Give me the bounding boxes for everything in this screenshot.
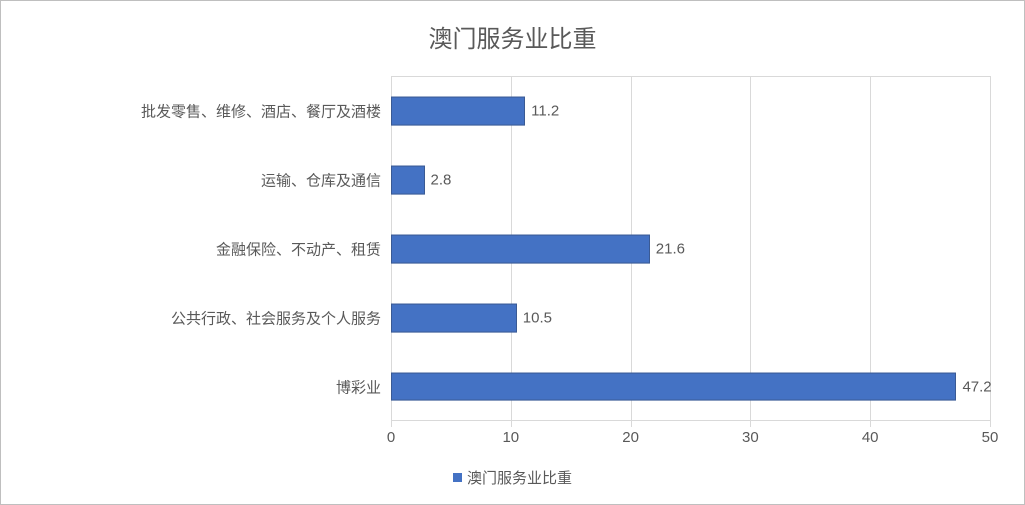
chart-container: 澳门服务业比重 01020304050批发零售、维修、酒店、餐厅及酒楼11.2运… [0, 0, 1025, 505]
plot-area: 01020304050批发零售、维修、酒店、餐厅及酒楼11.2运输、仓库及通信2… [391, 76, 991, 421]
legend: 澳门服务业比重 [1, 467, 1024, 488]
bar [391, 235, 650, 264]
value-label: 11.2 [531, 103, 559, 120]
chart-title: 澳门服务业比重 [1, 19, 1024, 54]
x-tick-mark [990, 421, 991, 427]
bar [391, 372, 956, 401]
category-label: 博彩业 [336, 376, 381, 397]
x-tick-label: 40 [862, 429, 879, 446]
category-label: 公共行政、社会服务及个人服务 [171, 307, 381, 328]
value-label: 2.8 [431, 172, 452, 189]
bar [391, 97, 525, 126]
bar-row: 公共行政、社会服务及个人服务10.5 [391, 283, 990, 352]
x-tick-label: 50 [982, 429, 999, 446]
bar [391, 303, 517, 332]
x-tick-mark [750, 421, 751, 427]
category-label: 运输、仓库及通信 [261, 170, 381, 191]
x-tick-mark [631, 421, 632, 427]
value-label: 47.2 [962, 378, 991, 395]
category-label: 金融保险、不动产、租赁 [216, 238, 381, 259]
category-label: 批发零售、维修、酒店、餐厅及酒楼 [141, 101, 381, 122]
x-tick-label: 10 [502, 429, 519, 446]
bar [391, 166, 425, 195]
value-label: 21.6 [656, 240, 685, 257]
legend-item: 澳门服务业比重 [453, 467, 572, 488]
x-tick-mark [391, 421, 392, 427]
x-tick-mark [511, 421, 512, 427]
x-tick-mark [870, 421, 871, 427]
value-label: 10.5 [523, 309, 552, 326]
legend-swatch [453, 473, 462, 482]
legend-label: 澳门服务业比重 [467, 467, 572, 488]
x-tick-label: 30 [742, 429, 759, 446]
x-tick-label: 20 [622, 429, 639, 446]
bar-row: 博彩业47.2 [391, 352, 990, 421]
bar-row: 批发零售、维修、酒店、餐厅及酒楼11.2 [391, 77, 990, 146]
bar-row: 金融保险、不动产、租赁21.6 [391, 215, 990, 284]
bar-row: 运输、仓库及通信2.8 [391, 146, 990, 215]
x-tick-label: 0 [387, 429, 395, 446]
